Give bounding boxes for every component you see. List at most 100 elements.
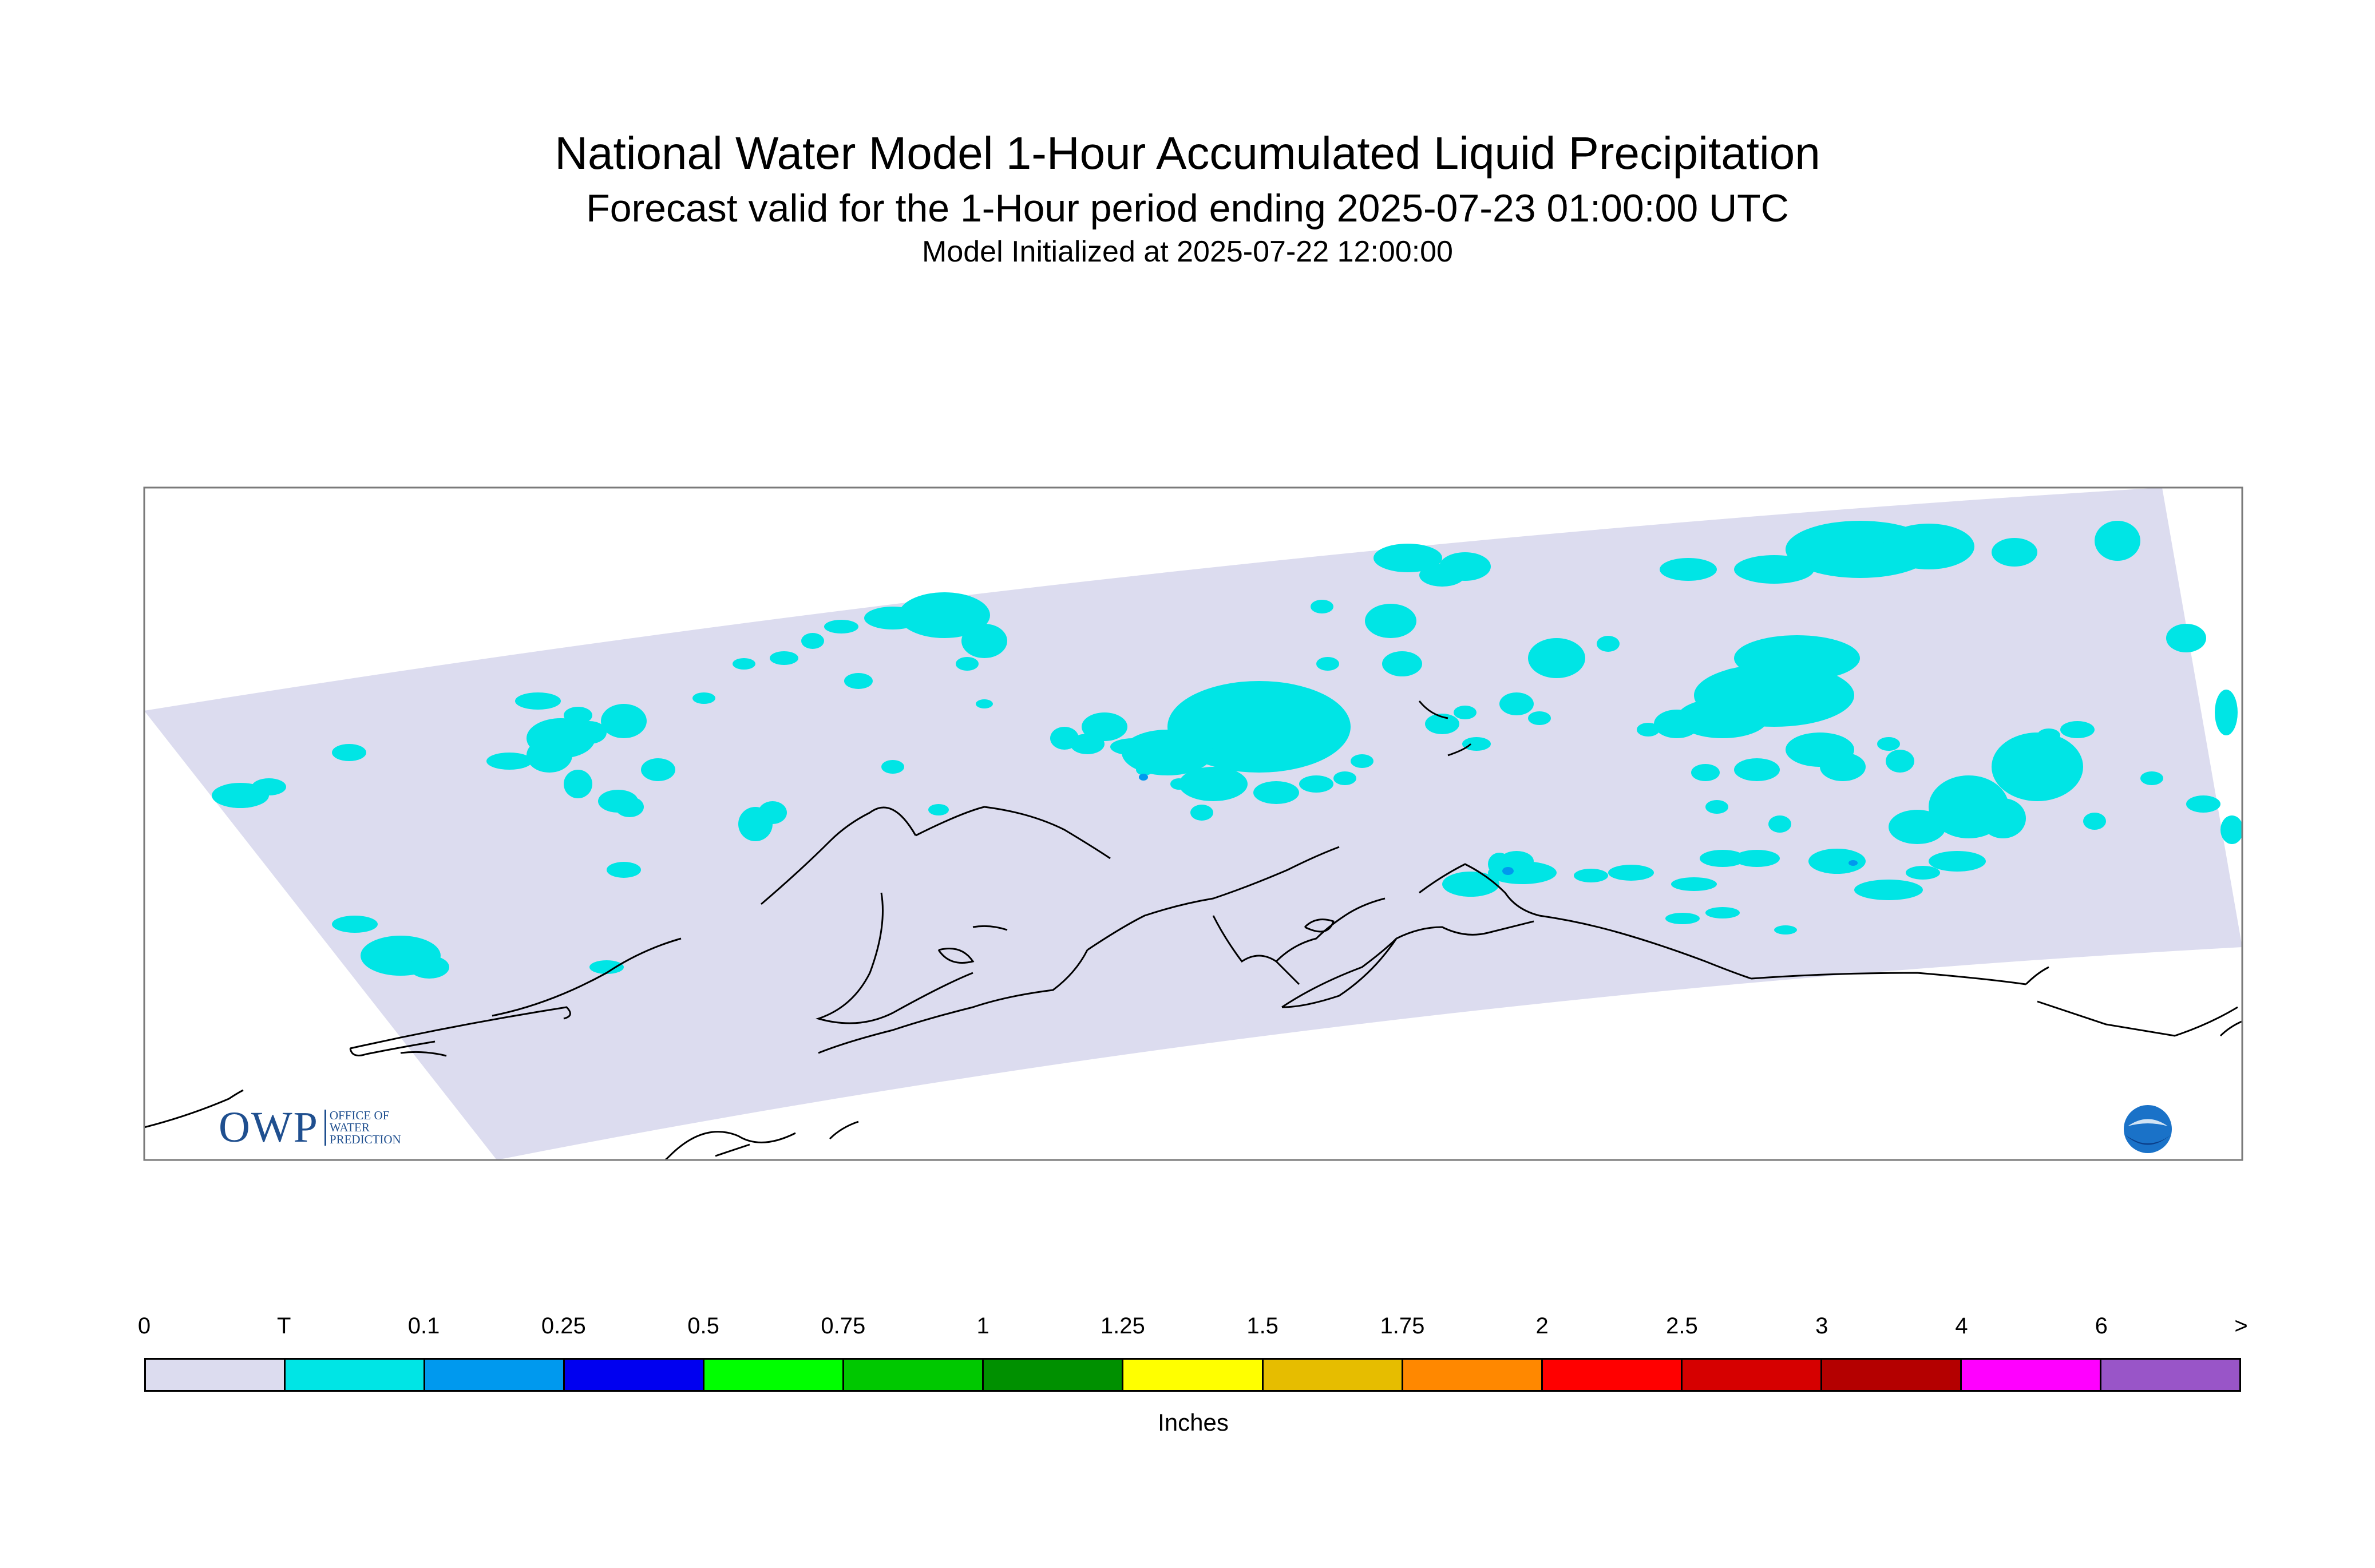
precip-area	[1637, 723, 1660, 737]
precip-area	[961, 624, 1007, 658]
legend-swatch-9	[1403, 1360, 1543, 1390]
precip-area	[589, 960, 624, 974]
precip-area	[2095, 521, 2140, 561]
legend-label: 6	[2095, 1313, 2108, 1339]
precip-area	[1333, 771, 1356, 785]
legend-label: T	[277, 1313, 291, 1339]
owp-logo-mark: OWP	[219, 1103, 319, 1151]
precip-area	[527, 738, 572, 773]
precip-area	[1365, 604, 1416, 638]
coastlines	[144, 700, 2242, 1160]
legend-label: 1.25	[1100, 1313, 1145, 1339]
owp-logo-line: WATER	[329, 1120, 370, 1134]
precip-light-area	[1848, 860, 1858, 866]
legend-label: >	[2234, 1313, 2248, 1339]
precip-area	[844, 673, 873, 689]
precip-area	[770, 651, 798, 665]
legend-label: 0.5	[687, 1313, 719, 1339]
precip-area	[864, 607, 921, 629]
precip-area	[572, 721, 607, 744]
precip-area	[601, 704, 647, 738]
precip-area	[733, 658, 755, 670]
precip-area	[1382, 651, 1422, 676]
precip-area	[1854, 880, 1923, 900]
precip-area	[1980, 798, 2026, 838]
precip-area	[1705, 800, 1728, 814]
precip-area	[2037, 728, 2060, 742]
legend-swatch-0	[146, 1360, 286, 1390]
precip-area	[252, 778, 286, 795]
precip-area	[1442, 872, 1499, 897]
precip-area	[1992, 538, 2037, 567]
legend-swatch-10	[1542, 1360, 1683, 1390]
precip-area	[1425, 714, 1459, 734]
precip-area	[2186, 795, 2220, 813]
precip-area	[1136, 764, 1153, 775]
legend-label: 2.5	[1666, 1313, 1698, 1339]
legend-label: 4	[1955, 1313, 1968, 1339]
legend-label: 2	[1535, 1313, 1549, 1339]
precip-area	[1253, 781, 1299, 804]
legend-label: 1	[976, 1313, 989, 1339]
legend-label: 0	[137, 1313, 151, 1339]
forecast-valid-subtitle: Forecast valid for the 1-Hour period end…	[586, 187, 1789, 230]
precip-area	[881, 760, 904, 774]
precip-area	[1820, 753, 1866, 781]
precip-area	[1929, 851, 1986, 872]
precip-area	[1883, 524, 1974, 569]
precip-area	[1082, 712, 1127, 741]
precip-area	[1316, 657, 1339, 671]
precip-area	[1734, 555, 1814, 584]
precip-area	[1351, 754, 1373, 768]
precip-area	[1734, 758, 1780, 781]
precip-area	[1170, 778, 1188, 790]
precip-area	[1723, 668, 1745, 682]
precip-area	[1877, 737, 1900, 751]
legend-units: Inches	[1158, 1409, 1229, 1436]
precip-area	[2083, 813, 2106, 830]
precip-area	[1574, 869, 1608, 882]
precip-area	[2220, 815, 2242, 844]
precip-area	[1906, 866, 1940, 880]
legend-label: 0.75	[821, 1313, 866, 1339]
noaa-logo-icon	[2124, 1105, 2172, 1153]
legend-color-bar	[144, 1358, 2241, 1392]
precip-area	[1070, 734, 1105, 754]
precip-area	[564, 707, 592, 724]
precip-area	[1597, 636, 1620, 652]
precip-light-area	[1139, 774, 1148, 781]
precip-area	[1608, 865, 1654, 881]
precip-area	[1462, 737, 1491, 751]
precip-area	[615, 797, 644, 817]
precip-area	[1671, 877, 1717, 891]
precip-area	[758, 801, 787, 824]
precip-area	[2166, 624, 2206, 652]
precip-area	[486, 753, 532, 770]
legend-label: 1.75	[1380, 1313, 1425, 1339]
legend-swatch-5	[844, 1360, 984, 1390]
precip-area	[1654, 710, 1700, 738]
legend-swatch-12	[1822, 1360, 1962, 1390]
precip-area	[2140, 771, 2163, 785]
precip-area	[1419, 564, 1465, 587]
legend-swatch-7	[1123, 1360, 1264, 1390]
legend-label: 0.1	[407, 1313, 440, 1339]
precip-area	[1992, 732, 2083, 801]
model-domain	[144, 488, 2242, 1160]
legend-swatch-11	[1682, 1360, 1822, 1390]
precip-area	[1734, 850, 1780, 867]
precip-area	[1705, 907, 1740, 918]
precip-area	[1886, 750, 1914, 773]
precip-area	[332, 916, 378, 933]
precip-area	[1774, 925, 1797, 935]
precip-area	[1734, 635, 1860, 681]
precip-area	[1499, 851, 1534, 872]
precip-area	[1179, 767, 1248, 801]
precip-area	[607, 862, 641, 878]
precip-trace-areas	[212, 521, 2242, 979]
map-frame	[143, 486, 2243, 1161]
precip-area	[1691, 764, 1720, 781]
precip-area	[1454, 706, 1477, 719]
precip-area	[928, 804, 949, 815]
precip-area	[409, 956, 449, 979]
